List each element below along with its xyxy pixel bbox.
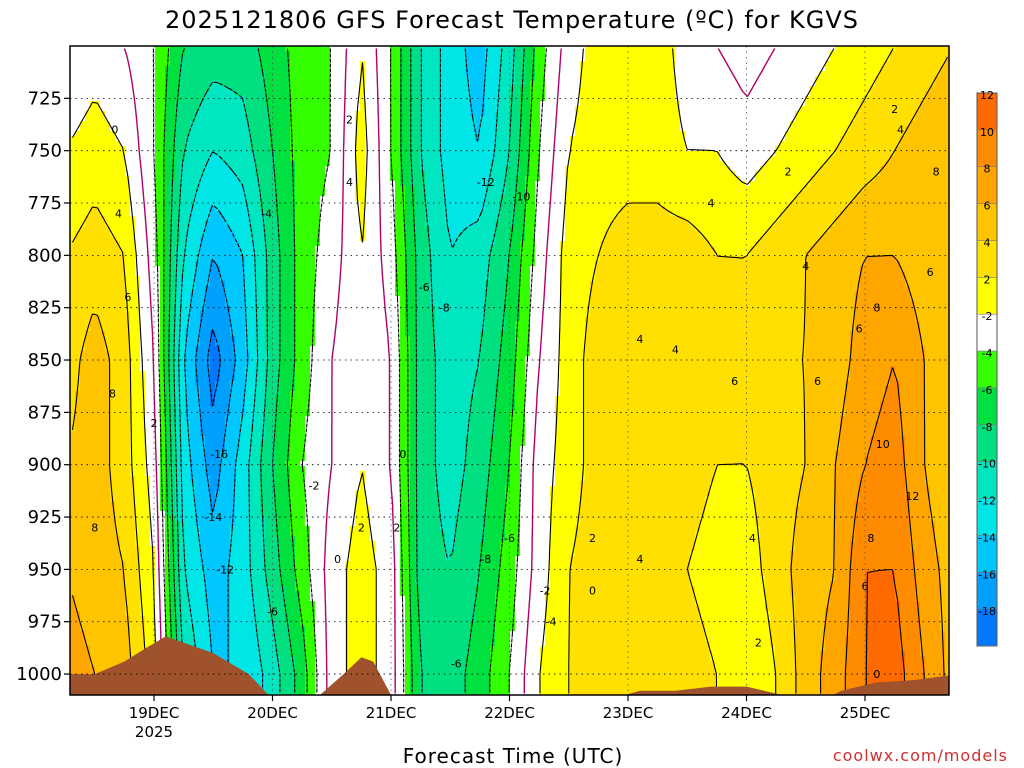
contour-label: -6 [419,281,430,294]
contour-label: -6 [451,658,462,671]
y-tick-label: 1000 [16,664,62,685]
contour-label: 8 [91,522,98,535]
contour-label: 10 [876,438,890,451]
colorbar-label: 2 [984,273,991,286]
colorbar-label: -10 [978,458,996,471]
contour-label: 4 [636,333,643,346]
contour-label: 0 [111,124,118,137]
colorbar-label: 6 [984,200,991,213]
contour-label: 4 [749,532,756,545]
contour-label: 0 [873,668,880,681]
contour-label: 6 [731,375,738,388]
contour-label: -10 [512,191,530,204]
contour-label: -8 [480,553,491,566]
x-tick-label: 19DEC [129,704,180,722]
x-tick-label: 25DEC [840,704,891,722]
x-tick-label: 20DEC [247,704,298,722]
contour-label: -2 [540,584,551,597]
contour-label: -6 [504,532,515,545]
contour-label: 4 [636,553,643,566]
y-tick-label: 900 [28,455,62,476]
x-tick-label: 21DEC [366,704,417,722]
colorbar-label: -18 [978,605,996,618]
y-tick-label: 875 [28,402,62,423]
source-credit: coolwx.com/models [833,746,1008,765]
x-tick-label: 22DEC [484,704,535,722]
contour-label: 0 [399,448,406,461]
colorbar-label: -4 [982,347,993,360]
contour-label: 8 [109,388,116,401]
contour-label: -12 [216,563,234,576]
contour-label: 4 [346,176,353,189]
y-tick-label: 725 [28,88,62,109]
contour-label: 4 [897,124,904,137]
contour-label: 0 [334,553,341,566]
contour-label: 6 [814,375,821,388]
contour-label: 2 [891,103,898,116]
contour-label: 2 [589,532,596,545]
contour-label: 6 [856,323,863,336]
colorbar-label: 8 [984,163,991,176]
y-tick-label: 750 [28,141,62,162]
contour-label: 8 [873,302,880,315]
contour-label: 4 [802,260,809,273]
contour-label: 2 [358,522,365,535]
contour-label: -14 [204,511,222,524]
colorbar: 12 10 8 6 4 2 -2 -4 -6 -8 -10 -12 -14 -16 -18 [977,89,997,646]
contour-label: -12 [477,176,495,189]
y-tick-label: 800 [28,245,62,266]
x-tick-label: 23DEC [603,704,654,722]
contour-label: -4 [545,616,556,629]
y-axis: 725 750 775 800 825 850 875 900 925 950 975 1000 [16,88,70,685]
contour-label: 4 [672,344,679,357]
colorbar-label: -16 [978,568,996,581]
colorbar-label: 12 [980,89,994,102]
contour-label: 2 [755,637,762,650]
colorbar-label: -8 [982,421,993,434]
y-tick-label: 950 [28,559,62,580]
contour-label: 6 [124,291,131,304]
colorbar-label: -6 [982,384,993,397]
contour-label: 4 [115,207,122,220]
contour-label: 0 [589,584,596,597]
x-axis: 19DEC 20DEC 21DEC 22DEC 23DEC 24DEC 25DEC 2025 [129,695,891,741]
y-tick-label: 825 [28,298,62,319]
y-tick-label: 850 [28,350,62,371]
contour-label: 2 [784,166,791,179]
heatmap-field [70,46,951,697]
contour-label: 8 [867,532,874,545]
colorbar-label: 10 [980,126,994,139]
contour-label: -8 [439,302,450,315]
contour-label: 2 [151,417,158,430]
contour-label: -4 [261,207,272,220]
colorbar-label: -14 [978,531,996,544]
colorbar-label: -12 [978,495,996,508]
contour-label: -16 [210,448,228,461]
contour-label: 2 [393,522,400,535]
x-tick-year: 2025 [135,723,173,741]
y-tick-label: 925 [28,507,62,528]
contour-label: 8 [933,166,940,179]
contour-label: 6 [927,266,934,279]
colorbar-label: -2 [982,310,993,323]
colorbar-label: 4 [984,236,991,249]
contour-label: 12 [905,490,919,503]
contour-label: 4 [707,197,714,210]
y-tick-label: 975 [28,612,62,633]
contour-label: -2 [308,480,319,493]
contour-label: 2 [346,113,353,126]
x-tick-label: 24DEC [721,704,772,722]
y-tick-label: 775 [28,193,62,214]
